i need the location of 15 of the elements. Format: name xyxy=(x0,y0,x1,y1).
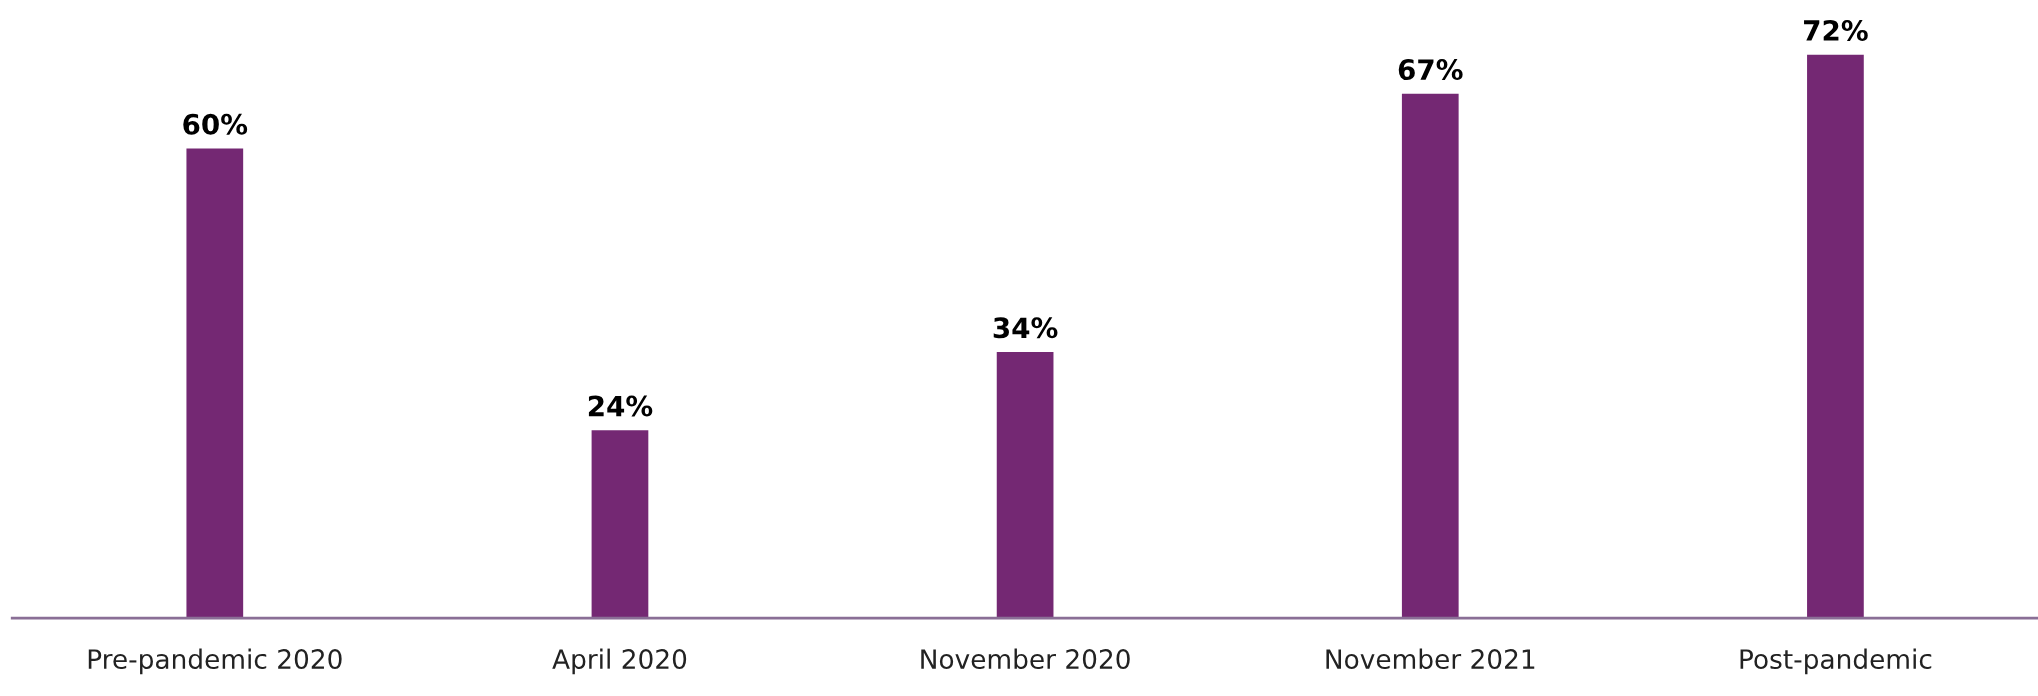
bar xyxy=(1807,54,1864,619)
data-label: 24% xyxy=(588,395,653,417)
bar xyxy=(1401,93,1459,619)
x-tick-label: November 2020 xyxy=(921,648,1130,670)
x-tick-label: April 2020 xyxy=(552,648,687,675)
data-label: 67% xyxy=(1398,59,1463,81)
x-tick-label: Post-pandemic xyxy=(1740,648,1932,675)
data-label: 60% xyxy=(183,113,248,135)
bar xyxy=(186,148,244,619)
x-tick-label: Pre-pandemic 2020 xyxy=(88,648,342,675)
data-label: 34% xyxy=(993,317,1058,339)
x-tick-label: November 2021 xyxy=(1326,648,1535,670)
bar xyxy=(996,352,1054,619)
data-label: 72% xyxy=(1804,19,1868,41)
bar xyxy=(591,430,649,619)
